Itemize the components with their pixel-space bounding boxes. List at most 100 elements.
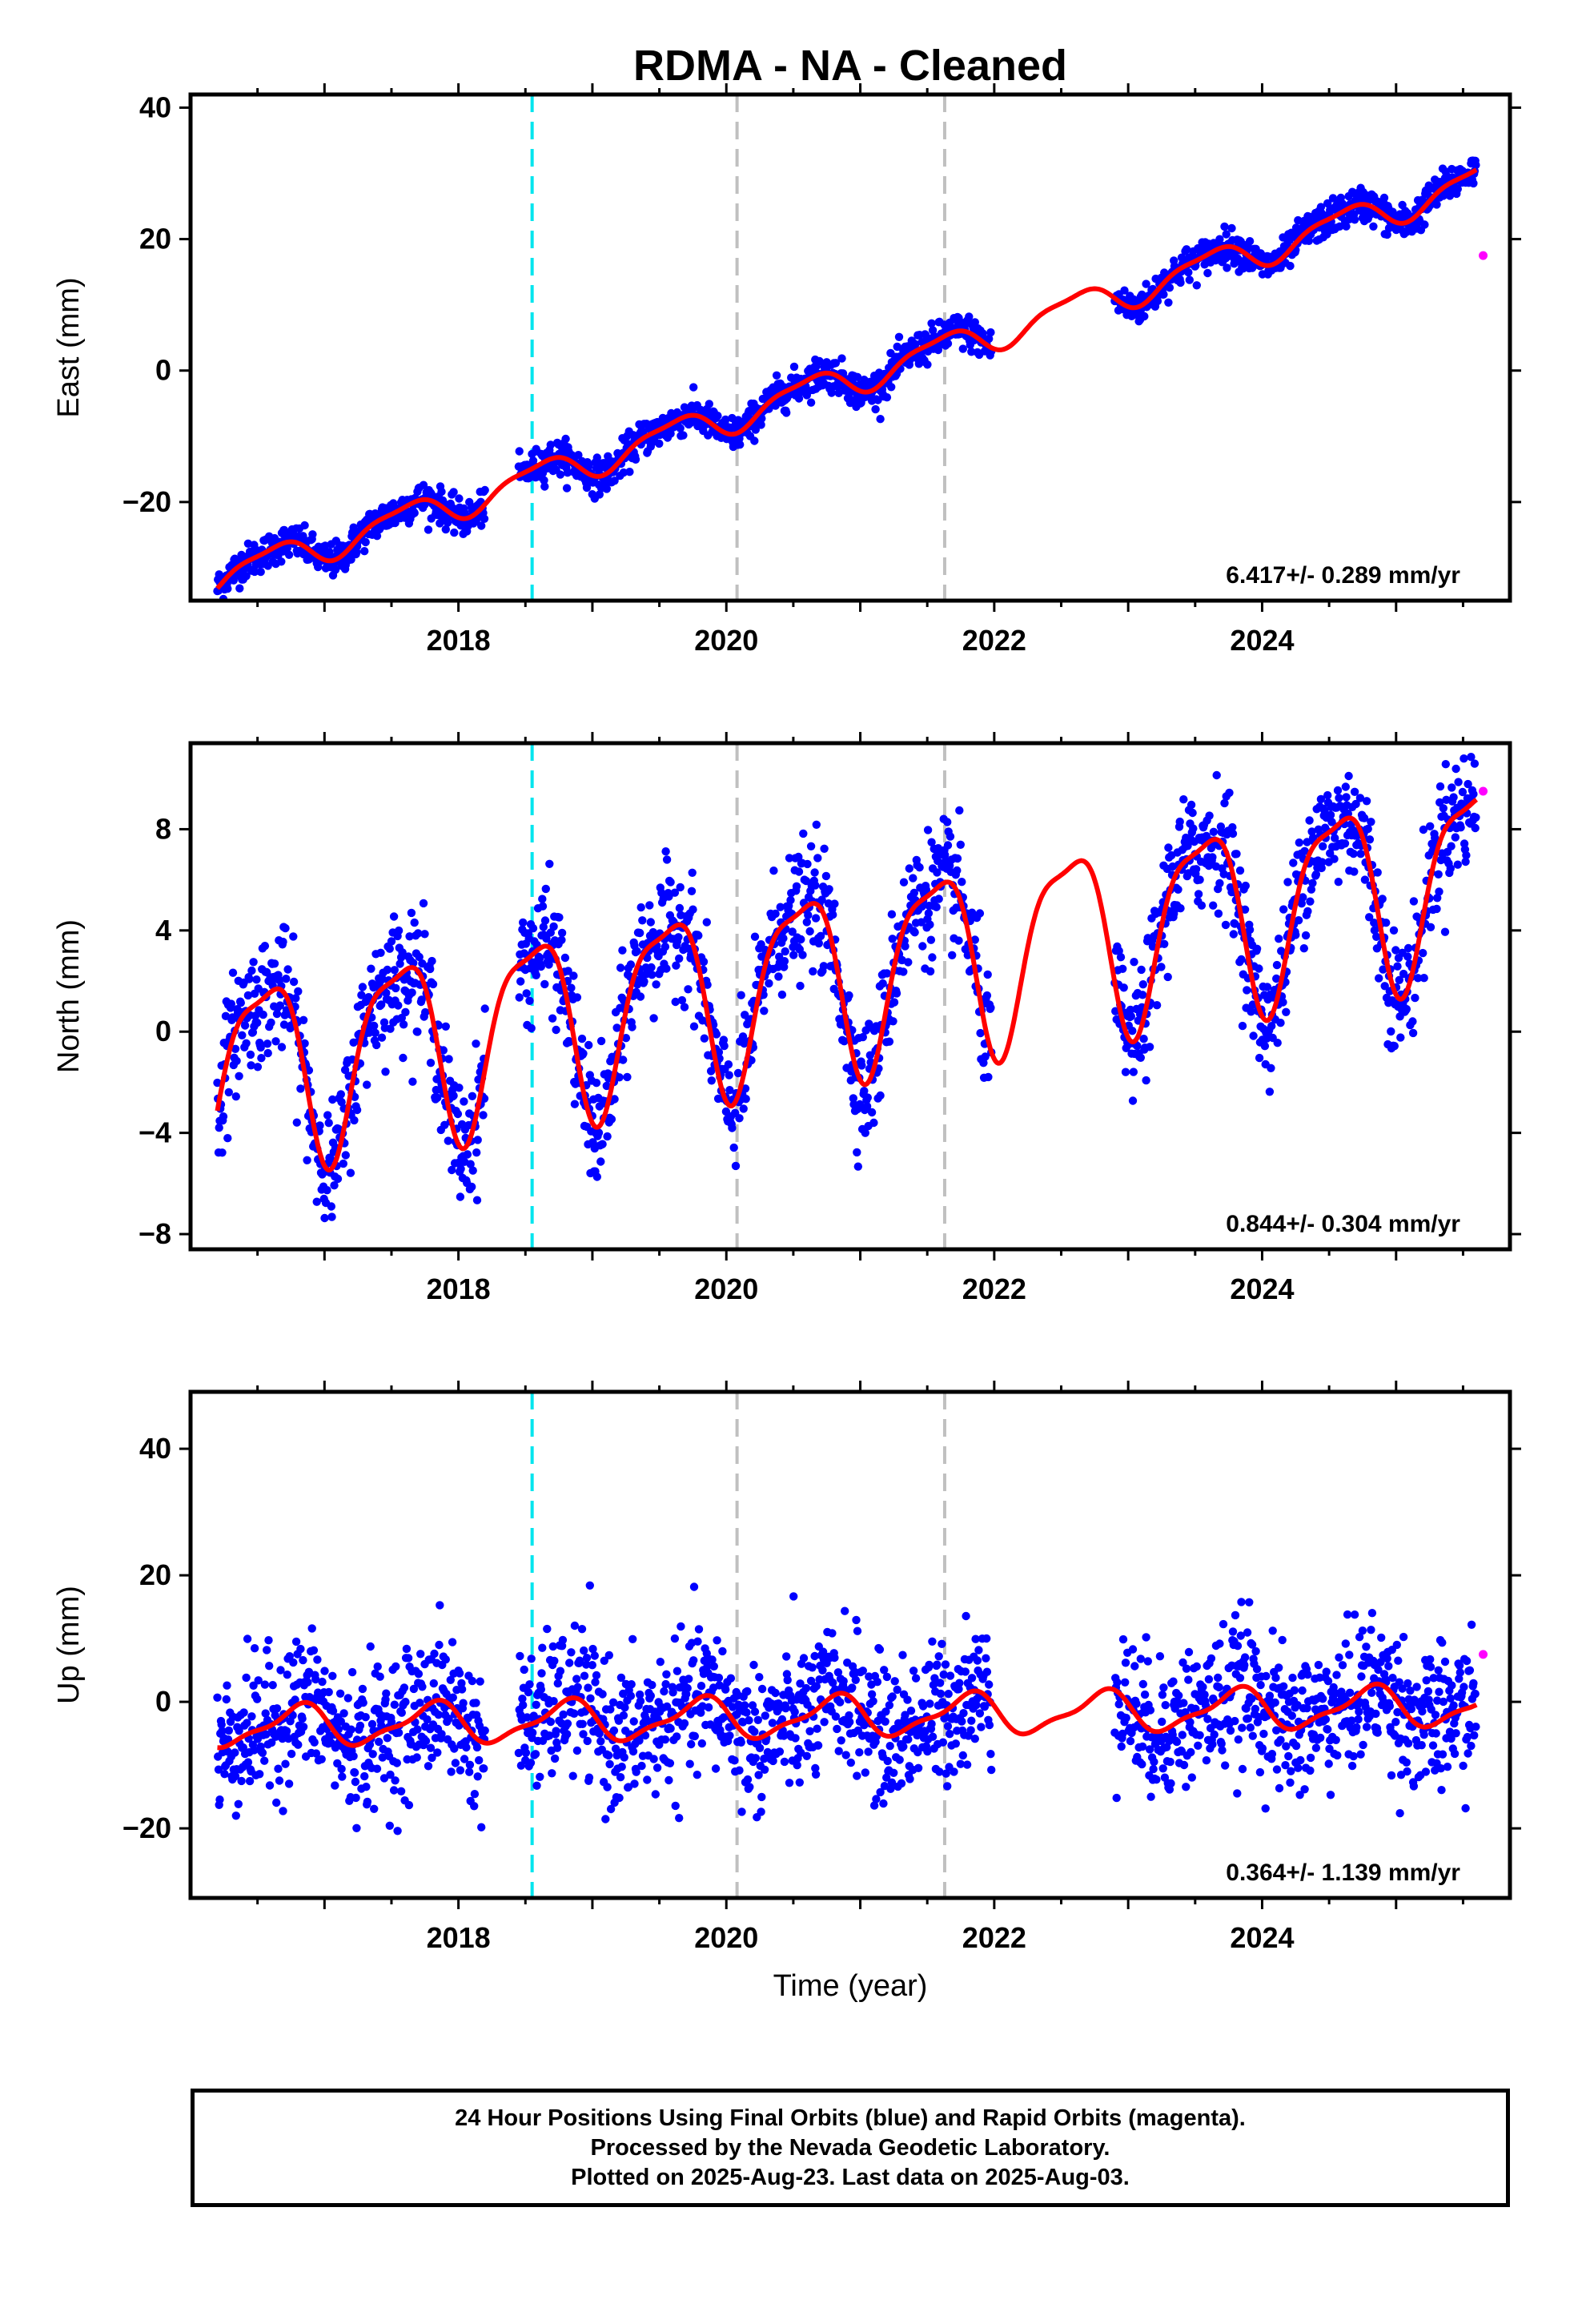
data-point [929, 1680, 938, 1690]
data-point [1408, 1017, 1417, 1026]
data-point [1220, 798, 1229, 808]
data-point [1350, 867, 1359, 876]
data-point [387, 1718, 396, 1727]
data-point [289, 932, 298, 941]
data-point [398, 948, 407, 957]
data-point [363, 1797, 372, 1807]
data-point [673, 1732, 681, 1741]
data-point [370, 1804, 379, 1813]
data-point [711, 1764, 721, 1773]
data-point [861, 1128, 870, 1137]
data-point [299, 1015, 308, 1025]
data-point [833, 1724, 841, 1734]
data-point [281, 1759, 290, 1768]
data-point [448, 1638, 457, 1647]
data-point [228, 968, 238, 977]
data-point [526, 1759, 536, 1767]
data-point [610, 1095, 619, 1104]
data-point [689, 383, 698, 392]
data-point [396, 959, 404, 968]
data-point [455, 494, 464, 503]
data-point [615, 1073, 624, 1082]
data-point [986, 1003, 995, 1012]
data-point [890, 1677, 899, 1686]
data-point [1160, 939, 1169, 949]
data-point [253, 1018, 262, 1027]
data-point [1379, 193, 1389, 203]
data-point [254, 1676, 263, 1685]
data-point [873, 1678, 882, 1687]
data-point [231, 1771, 240, 1781]
data-point [519, 1701, 528, 1710]
data-point [713, 1636, 721, 1645]
data-point [771, 1688, 780, 1698]
data-point [583, 1736, 592, 1746]
y-tick-label: −4 [139, 1116, 171, 1149]
data-point [796, 1679, 805, 1688]
data-point [275, 1776, 284, 1785]
data-point [836, 1698, 845, 1707]
data-point [865, 1051, 875, 1059]
data-point [941, 1660, 950, 1669]
data-point [965, 312, 974, 321]
data-point [1373, 868, 1382, 877]
data-point [434, 1711, 443, 1719]
data-point [433, 1748, 442, 1757]
data-point [1215, 235, 1224, 243]
data-point [312, 1197, 321, 1206]
data-point [794, 867, 804, 876]
data-point [572, 993, 582, 1002]
data-point [808, 1663, 817, 1672]
data-point [1279, 905, 1288, 914]
data-point [456, 1766, 465, 1775]
data-point [1175, 817, 1184, 826]
data-point [649, 1014, 658, 1023]
data-point [372, 1764, 382, 1773]
data-point [845, 1711, 853, 1720]
data-point [757, 1792, 766, 1802]
data-point [761, 1711, 769, 1720]
data-point [1349, 849, 1358, 858]
data-point [468, 1676, 477, 1686]
data-point [292, 1118, 301, 1127]
data-point [394, 1001, 403, 1010]
data-point [536, 962, 545, 971]
data-point [928, 1637, 937, 1646]
data-point [1360, 875, 1370, 884]
data-point [627, 1680, 636, 1689]
data-point [320, 1667, 329, 1675]
data-point [527, 1023, 536, 1033]
data-point [333, 1174, 343, 1184]
data-point [661, 1679, 670, 1689]
data-point [894, 332, 904, 341]
data-point [455, 1084, 464, 1092]
data-point [219, 1112, 228, 1121]
data-point [472, 1743, 482, 1752]
data-point [788, 927, 797, 936]
data-point [771, 909, 780, 919]
data-point [790, 1707, 799, 1716]
data-point [757, 414, 766, 423]
data-point [953, 866, 962, 875]
data-point [1441, 760, 1451, 769]
data-point [753, 1715, 762, 1724]
data-point [618, 946, 627, 955]
data-point [600, 1656, 608, 1665]
data-point [690, 1731, 699, 1741]
data-point [1291, 931, 1300, 939]
data-point [1399, 969, 1408, 979]
data-point [745, 1783, 754, 1791]
data-point [235, 1072, 243, 1081]
data-point [935, 1767, 944, 1776]
data-point [852, 1615, 861, 1625]
data-point [646, 1691, 655, 1700]
data-point [636, 1697, 645, 1706]
data-point [666, 429, 675, 438]
data-point [237, 1776, 246, 1786]
data-point [620, 1703, 629, 1712]
data-point [1228, 829, 1238, 838]
data-point [1305, 212, 1314, 221]
data-point [1316, 203, 1326, 211]
data-point [978, 329, 987, 338]
